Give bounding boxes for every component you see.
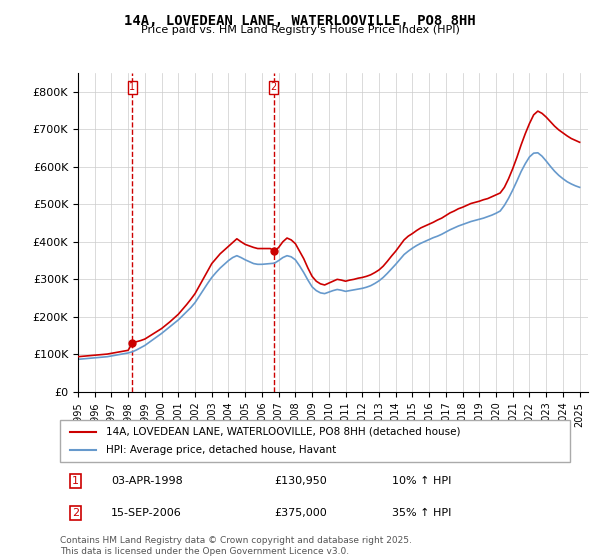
Text: 14A, LOVEDEAN LANE, WATERLOOVILLE, PO8 8HH: 14A, LOVEDEAN LANE, WATERLOOVILLE, PO8 8…	[124, 14, 476, 28]
FancyBboxPatch shape	[60, 420, 570, 462]
Text: 1: 1	[129, 82, 136, 92]
Text: 35% ↑ HPI: 35% ↑ HPI	[392, 508, 451, 518]
Text: 10% ↑ HPI: 10% ↑ HPI	[392, 476, 451, 486]
Text: 1: 1	[72, 476, 79, 486]
Text: 03-APR-1998: 03-APR-1998	[111, 476, 183, 486]
Text: 15-SEP-2006: 15-SEP-2006	[111, 508, 182, 518]
Text: £130,950: £130,950	[274, 476, 327, 486]
Text: 14A, LOVEDEAN LANE, WATERLOOVILLE, PO8 8HH (detached house): 14A, LOVEDEAN LANE, WATERLOOVILLE, PO8 8…	[106, 427, 460, 437]
Text: £375,000: £375,000	[274, 508, 327, 518]
Text: Contains HM Land Registry data © Crown copyright and database right 2025.
This d: Contains HM Land Registry data © Crown c…	[60, 536, 412, 556]
Text: 2: 2	[271, 82, 277, 92]
Text: Price paid vs. HM Land Registry's House Price Index (HPI): Price paid vs. HM Land Registry's House …	[140, 25, 460, 35]
Text: 2: 2	[72, 508, 79, 518]
Text: HPI: Average price, detached house, Havant: HPI: Average price, detached house, Hava…	[106, 445, 336, 455]
